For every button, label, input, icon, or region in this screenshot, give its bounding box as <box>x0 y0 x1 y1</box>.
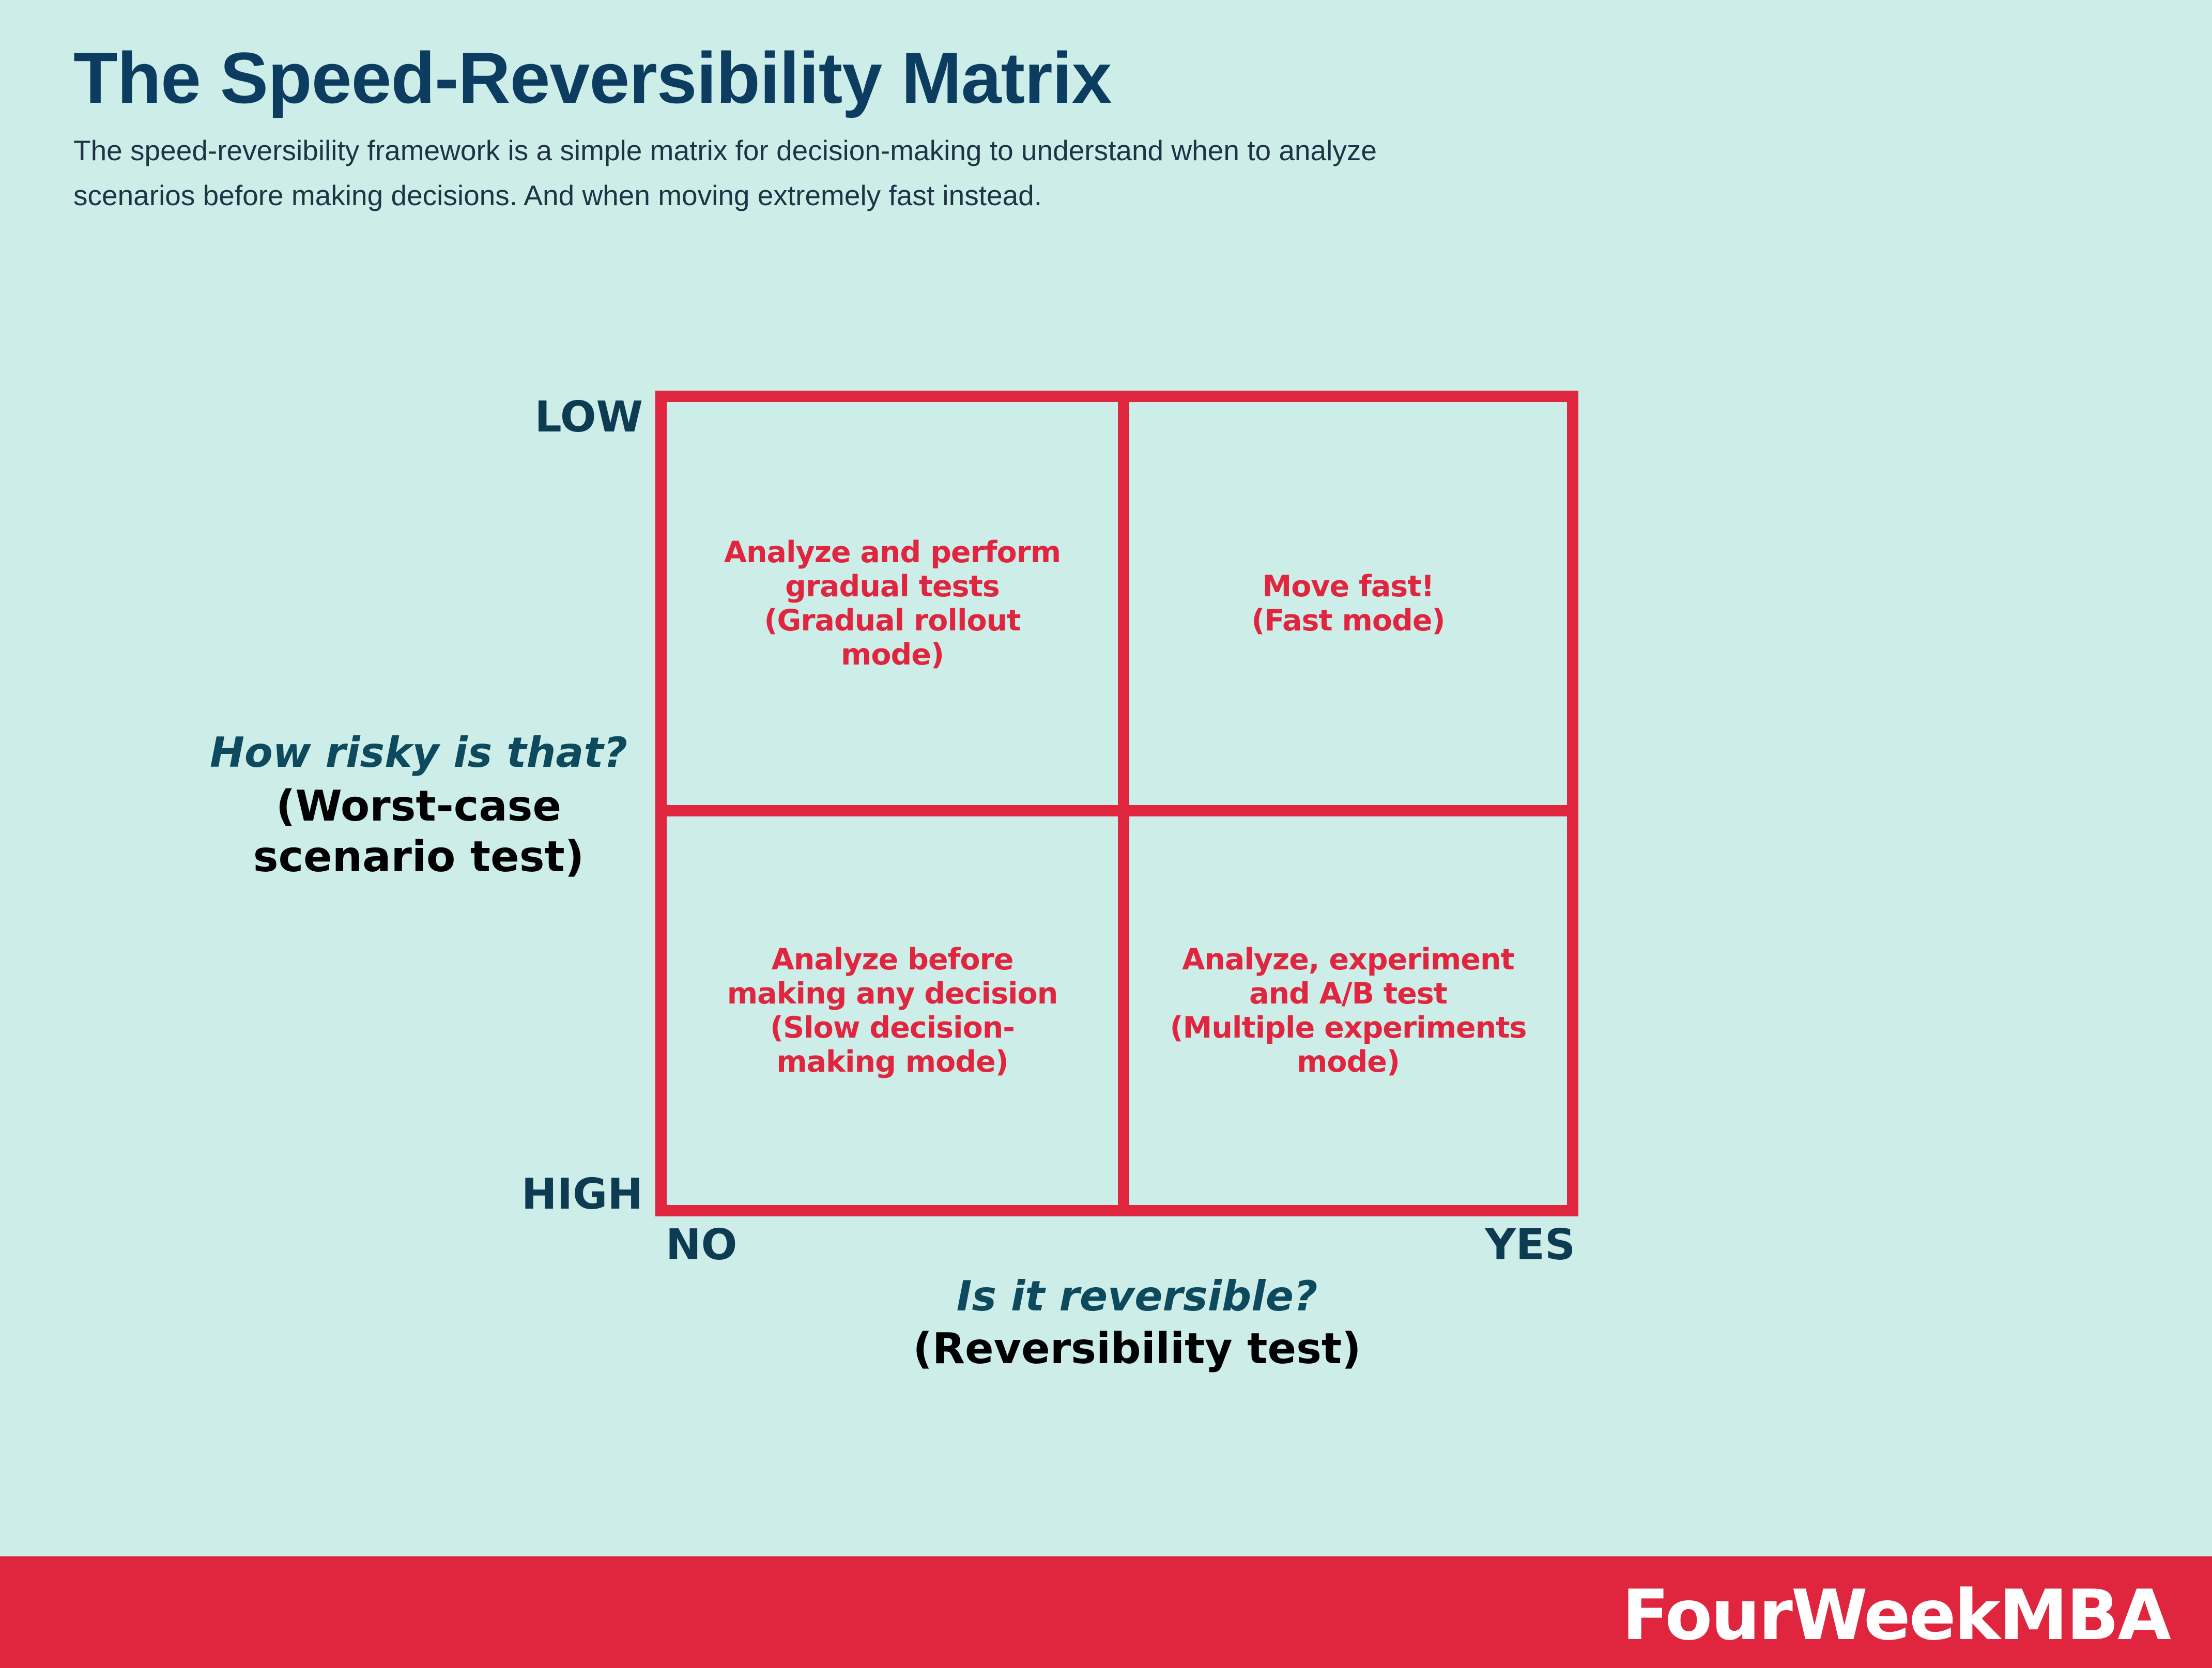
x-axis-tick-yes: YES <box>1485 1221 1575 1270</box>
quadrant-line: and A/B test <box>1249 977 1448 1011</box>
quadrant-line: mode) <box>1296 1045 1400 1079</box>
quadrant-low-risk-not-reversible: Analyze and perform gradual tests (Gradu… <box>667 402 1118 805</box>
quadrant-text: Analyze before making any decision (Slow… <box>727 943 1058 1079</box>
y-axis-subtitle-line: scenario test) <box>253 832 585 882</box>
matrix-vertical-divider <box>1118 391 1129 1216</box>
quadrant-low-risk-reversible: Move fast! (Fast mode) <box>1129 402 1567 805</box>
quadrant-line: Analyze and perform <box>724 535 1061 569</box>
quadrant-text: Move fast! (Fast mode) <box>1251 569 1445 638</box>
quadrant-line: (Fast mode) <box>1251 604 1445 638</box>
quadrant-line: making mode) <box>776 1045 1009 1079</box>
footer-bar <box>0 1556 2212 1668</box>
decision-matrix <box>655 391 1578 1216</box>
x-axis-question: Is it reversible? <box>956 1272 1318 1320</box>
subtitle-line: The speed-reversibility framework is a s… <box>73 134 1377 166</box>
quadrant-line: mode) <box>840 638 944 672</box>
y-axis-subtitle: (Worst-case scenario test) <box>176 781 662 883</box>
page-subtitle: The speed-reversibility framework is a s… <box>73 128 1520 218</box>
y-axis-tick-high: HIGH <box>521 1170 643 1219</box>
brand-logo-text: FourWeekMBA <box>1622 1575 2171 1656</box>
quadrant-line: gradual tests <box>785 569 1000 604</box>
quadrant-high-risk-not-reversible: Analyze before making any decision (Slow… <box>667 816 1118 1205</box>
y-axis-tick-low: LOW <box>534 393 643 442</box>
quadrant-line: making any decision <box>727 977 1058 1011</box>
x-axis-tick-no: NO <box>666 1221 738 1270</box>
page-title: The Speed-Reversibility Matrix <box>73 37 1112 118</box>
quadrant-text: Analyze and perform gradual tests (Gradu… <box>724 535 1061 672</box>
y-axis-question: How risky is that? <box>209 729 628 777</box>
y-axis-subtitle-line: (Worst-case <box>275 782 562 831</box>
subtitle-line: scenarios before making decisions. And w… <box>73 179 1042 211</box>
x-axis-subtitle: (Reversibility test) <box>827 1324 1447 1374</box>
quadrant-line: (Gradual rollout <box>764 604 1021 638</box>
matrix-horizontal-divider <box>655 805 1578 816</box>
quadrant-line: Analyze, experiment <box>1182 943 1515 977</box>
quadrant-high-risk-reversible: Analyze, experiment and A/B test (Multip… <box>1129 816 1567 1205</box>
quadrant-line: (Slow decision- <box>770 1011 1015 1045</box>
quadrant-line: Analyze before <box>771 943 1014 977</box>
x-axis-subtitle-line: (Reversibility test) <box>913 1324 1361 1373</box>
quadrant-text: Analyze, experiment and A/B test (Multip… <box>1170 943 1527 1079</box>
quadrant-line: Move fast! <box>1262 569 1435 604</box>
quadrant-line: (Multiple experiments <box>1170 1011 1527 1045</box>
